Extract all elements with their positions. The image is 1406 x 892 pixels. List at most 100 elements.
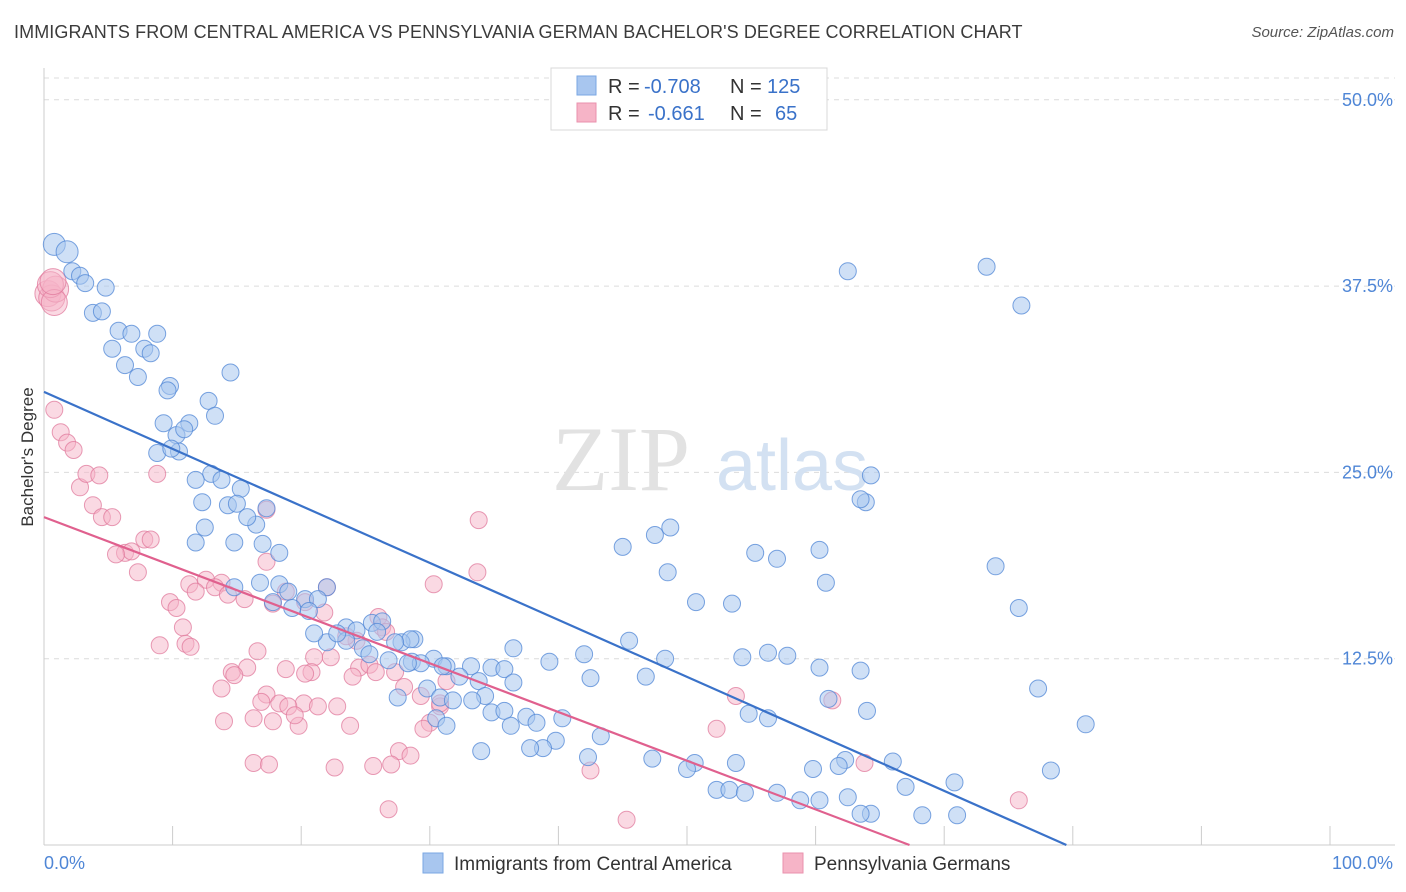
point-blue-146: [896, 777, 915, 796]
point-blue-38: [225, 533, 244, 552]
point-pink-88: [325, 758, 344, 777]
point-blue-144: [1076, 715, 1095, 734]
point-blue-17: [158, 381, 177, 400]
point-pink-30: [150, 636, 169, 655]
point-blue-151: [977, 257, 996, 276]
point-blue-66: [305, 624, 324, 643]
gridlines: [44, 77, 1395, 660]
point-blue-67: [379, 651, 398, 670]
point-pink-21: [107, 545, 125, 564]
legend-r-label-pink: R =: [608, 103, 640, 125]
point-blue-35: [257, 499, 276, 518]
point-blue-131: [661, 518, 680, 537]
point-blue-24: [175, 420, 194, 439]
point-pink-32: [181, 637, 200, 656]
trend-lines: [43, 390, 1067, 847]
point-blue-5: [96, 278, 115, 297]
point-blue-51: [308, 590, 327, 609]
point-blue-93: [437, 716, 456, 735]
point-blue-142: [1009, 599, 1028, 617]
point-blue-111: [810, 791, 829, 810]
watermark-zip: ZIP: [552, 408, 690, 510]
bottom-legend: Immigrants from Central America Pennsylv…: [422, 852, 1010, 875]
point-blue-116: [733, 648, 752, 667]
point-blue-86: [443, 691, 462, 710]
point-blue-137: [829, 757, 848, 775]
point-blue-101: [643, 749, 662, 768]
point-blue-10: [148, 324, 167, 343]
point-blue-57: [368, 622, 387, 641]
point-pink-49: [248, 642, 267, 661]
point-blue-119: [851, 661, 870, 680]
bottom-legend-label-pink: Pennsylvania Germans: [814, 854, 1010, 875]
legend-r-value-blue: -0.708: [644, 76, 701, 98]
point-pink-12: [90, 466, 109, 485]
point-pink-66: [366, 663, 385, 682]
point-blue-122: [858, 701, 876, 720]
point-blue-123: [819, 689, 838, 708]
point-blue-39: [186, 533, 205, 552]
point-pink-55: [305, 648, 324, 667]
point-pink-74: [424, 575, 443, 594]
point-pink-96: [1009, 791, 1028, 810]
point-blue-109: [735, 783, 754, 802]
x-tick-label-0: 0.0%: [44, 853, 85, 873]
point-blue-155: [620, 631, 639, 650]
y-tick-label-0: 12.5%: [1342, 649, 1393, 669]
point-pink-58: [244, 709, 263, 728]
point-blue-7: [92, 302, 111, 321]
point-pink-89: [379, 800, 398, 819]
point-pink-79: [296, 664, 315, 683]
point-blue-120: [778, 646, 797, 665]
point-blue-19: [199, 391, 218, 410]
point-blue-88: [495, 701, 514, 720]
point-pink-100: [260, 755, 278, 774]
point-blue-43: [251, 573, 269, 592]
point-pink-24: [167, 599, 186, 617]
point-pink-86: [382, 755, 401, 774]
point-blue-80: [504, 673, 523, 692]
point-pink-83: [468, 563, 487, 582]
point-pink-13: [83, 496, 102, 515]
axes: [43, 68, 1395, 846]
point-blue-1: [55, 240, 79, 264]
point-pink-81: [401, 746, 420, 765]
legend-box: R = -0.708 N = 125 R = -0.661 N = 65: [550, 67, 828, 131]
point-blue-90: [527, 713, 546, 732]
point-blue-149: [1012, 296, 1031, 315]
bottom-legend-swatch-blue: [422, 852, 444, 874]
point-pink-15: [103, 508, 122, 527]
point-blue-11: [103, 339, 122, 358]
point-blue-148: [986, 557, 1005, 576]
point-pink-98: [285, 706, 304, 725]
legend-n-label-blue: N =: [730, 76, 762, 98]
point-blue-48: [317, 578, 336, 597]
point-blue-74: [462, 657, 480, 676]
chart-title: IMMIGRANTS FROM CENTRAL AMERICA VS PENNS…: [14, 22, 1023, 42]
point-blue-141: [851, 804, 870, 823]
point-blue-98: [521, 739, 540, 758]
point-blue-127: [645, 526, 664, 544]
point-blue-154: [658, 563, 677, 582]
x-tick-labels: 0.0% 100.0%: [44, 853, 1393, 873]
point-blue-99: [472, 742, 491, 761]
point-blue-153: [723, 594, 741, 613]
point-blue-46: [279, 582, 298, 601]
point-pink-99: [244, 754, 263, 772]
point-blue-134: [861, 466, 880, 485]
point-pink-60: [215, 712, 233, 731]
point-blue-63: [401, 630, 420, 649]
point-blue-91: [501, 716, 520, 735]
point-pink-6: [45, 400, 64, 419]
x-tick-label-1: 100.0%: [1332, 853, 1393, 873]
point-blue-84: [418, 679, 437, 698]
point-blue-158: [581, 669, 600, 688]
point-pink-48: [212, 679, 231, 698]
point-pink-20: [148, 464, 167, 483]
trend-line-blue: [43, 390, 1067, 847]
point-blue-9: [122, 324, 141, 343]
series-blue-points: [42, 232, 1095, 825]
point-pink-37: [257, 552, 276, 571]
point-blue-13: [141, 344, 160, 363]
